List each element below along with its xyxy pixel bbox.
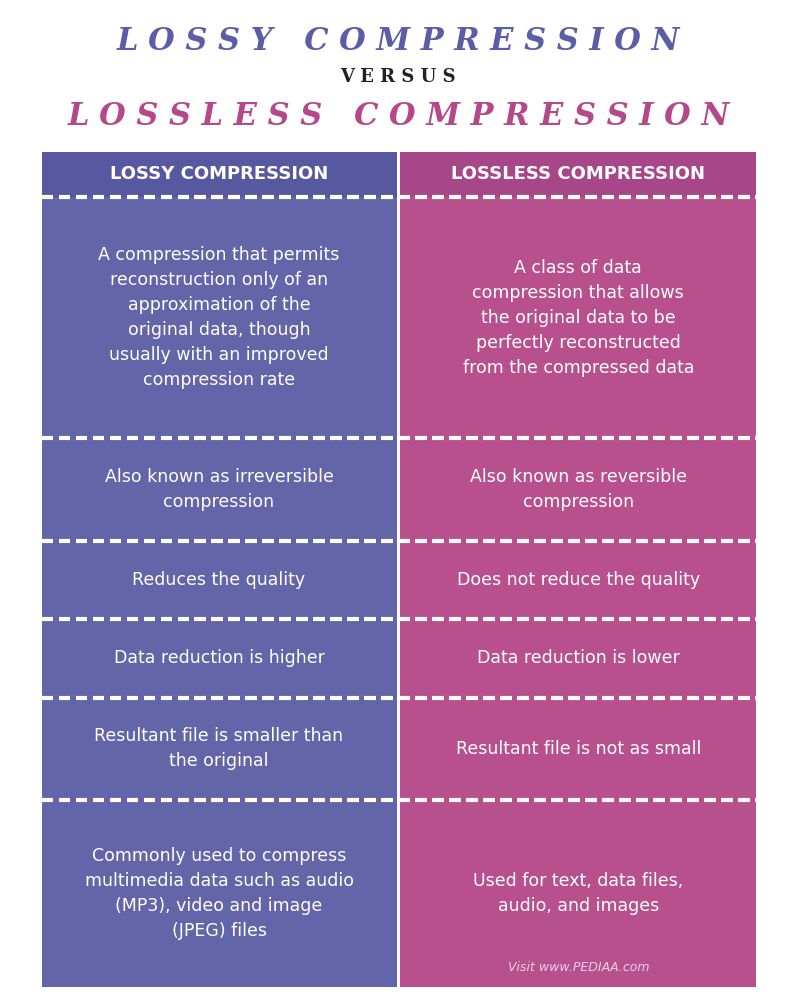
Text: Commonly used to compress
multimedia data such as audio
(MP3), video and image
(: Commonly used to compress multimedia dat… [84, 847, 354, 940]
Text: Also known as reversible
compression: Also known as reversible compression [469, 468, 687, 511]
Text: L O S S L E S S   C O M P R E S S I O N: L O S S L E S S C O M P R E S S I O N [67, 102, 729, 133]
Text: A compression that permits
reconstruction only of an
approximation of the
origin: A compression that permits reconstructio… [98, 246, 340, 389]
Text: A class of data
compression that allows
the original data to be
perfectly recons: A class of data compression that allows … [462, 258, 694, 377]
Bar [41, 152, 397, 987]
Text: V E R S U S: V E R S U S [340, 68, 456, 86]
Text: Visit www.PEDIAA.com: Visit www.PEDIAA.com [508, 960, 649, 973]
Text: Used for text, data files,
audio, and images: Used for text, data files, audio, and im… [473, 872, 683, 915]
Bar [400, 152, 756, 987]
Text: Resultant file is not as small: Resultant file is not as small [456, 740, 701, 758]
Text: Also known as irreversible
compression: Also known as irreversible compression [104, 468, 333, 511]
Text: Resultant file is smaller than
the original: Resultant file is smaller than the origi… [95, 727, 344, 771]
Text: LOSSY COMPRESSION: LOSSY COMPRESSION [110, 166, 328, 183]
Text: L O S S Y   C O M P R E S S I O N: L O S S Y C O M P R E S S I O N [116, 27, 680, 58]
Text: Data reduction is lower: Data reduction is lower [477, 649, 680, 667]
Text: LOSSLESS COMPRESSION: LOSSLESS COMPRESSION [451, 166, 705, 183]
Bar [41, 152, 397, 197]
Text: Does not reduce the quality: Does not reduce the quality [457, 571, 700, 589]
Text: Data reduction is higher: Data reduction is higher [114, 649, 324, 667]
Bar [400, 152, 756, 197]
Text: Reduces the quality: Reduces the quality [132, 571, 305, 589]
